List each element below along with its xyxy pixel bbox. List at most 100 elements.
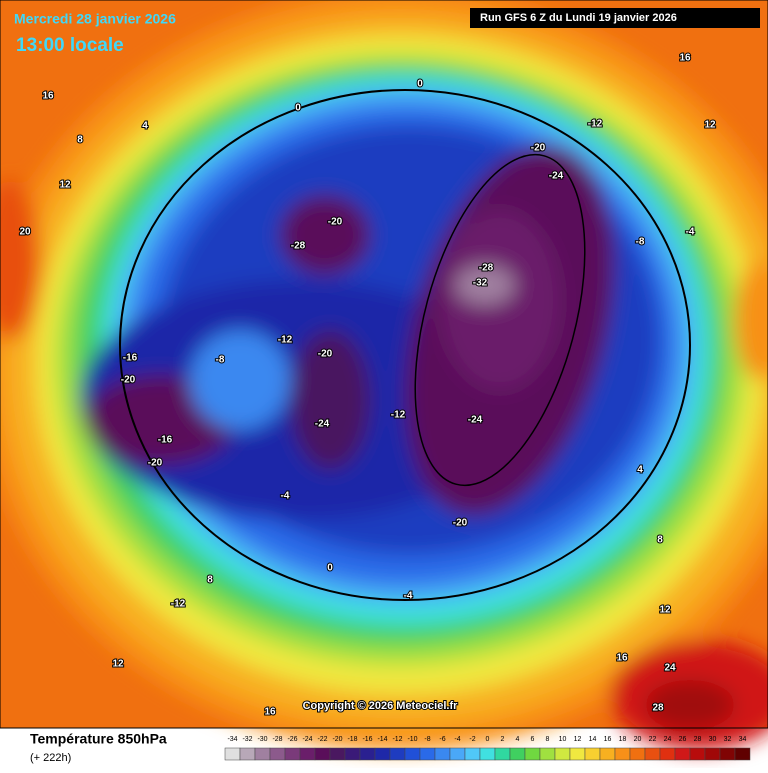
contour-label: -20 [148,458,163,469]
run-info: Run GFS 6 Z du Lundi 19 janvier 2026 [480,12,677,24]
legend-label: -26 [287,736,297,743]
contour-label: 12 [659,605,671,616]
contour-label: -12 [391,410,406,421]
contour-label: -20 [318,349,333,360]
legend-label: 20 [634,736,642,743]
contour-label: -16 [158,435,173,446]
contour-label: -12 [278,335,293,346]
temperature-field [0,0,768,750]
legend-label: -28 [272,736,282,743]
legend-label: 30 [709,736,717,743]
contour-label: -8 [636,237,645,248]
contour-label: 8 [77,135,83,146]
contour-label: 4 [637,465,643,476]
legend-swatch [479,747,496,761]
legend-label: 6 [531,736,535,743]
contour-label: 24 [664,663,676,674]
legend-swatch [644,747,661,761]
contour-label: 16 [42,91,54,102]
legend-swatch [344,747,361,761]
legend-label: -10 [407,736,417,743]
legend-swatch [359,747,376,761]
legend-label: -32 [242,736,252,743]
legend-swatch [269,747,286,761]
legend-swatch [374,747,391,761]
contour-label: 16 [264,707,276,718]
legend-label: -12 [392,736,402,743]
legend-label: -22 [317,736,327,743]
legend-swatch [449,747,466,761]
contour-label: -28 [291,241,306,252]
legend-label: 24 [664,736,672,743]
legend-swatch [689,747,706,761]
legend-label: 10 [559,736,567,743]
legend-label: 26 [679,736,687,743]
legend-label: 14 [589,736,597,743]
legend-title: Température 850hPa [30,731,167,747]
legend-label: -20 [332,736,342,743]
legend-swatch [524,747,541,761]
legend-swatch [389,747,406,761]
lead-time: (+ 222h) [30,752,71,764]
run-box [470,8,760,28]
legend-swatch [569,747,586,761]
contour-label: -24 [549,171,564,182]
contour-label: -20 [453,518,468,529]
contour-label: 8 [207,575,213,586]
contour-label: 0 [417,79,423,90]
contour-label: 0 [295,103,301,114]
legend-label: -2 [469,736,475,743]
contour-label: -4 [686,227,695,238]
legend-swatch [509,747,526,761]
legend-label: -18 [347,736,357,743]
legend-swatch [629,747,646,761]
contour-label: 12 [59,180,71,191]
legend-swatch [599,747,616,761]
legend-label: 2 [501,736,505,743]
contour-label: 20 [19,227,31,238]
legend-label: 18 [619,736,627,743]
contour-label: -28 [479,263,494,274]
contour-label: -20 [121,375,136,386]
contour-label: 12 [112,659,124,670]
contour-label: -4 [404,591,413,602]
contour-label: -12 [171,599,186,610]
contour-label: 28 [652,703,664,714]
legend-swatch [674,747,691,761]
legend-swatch [614,747,631,761]
legend-label: -30 [257,736,267,743]
legend-label: -34 [227,736,237,743]
date-title: Mercredi 28 janvier 2026 [14,11,176,27]
legend-swatch [584,747,601,761]
legend-swatch [494,747,511,761]
legend-label: -4 [454,736,460,743]
time-title: 13:00 locale [16,35,124,56]
contour-label: -32 [473,278,488,289]
legend-label: -16 [362,736,372,743]
legend-label: 12 [574,736,582,743]
legend-label: 4 [516,736,520,743]
legend-label: -8 [424,736,430,743]
contour-label: -24 [315,419,330,430]
contour-label: 4 [142,121,148,132]
legend-swatch [659,747,676,761]
contour-label: 16 [679,53,691,64]
contour-label: -24 [468,415,483,426]
legend-swatch [254,747,271,761]
contour-label: -16 [123,353,138,364]
legend-swatch [329,747,346,761]
legend-swatch [224,747,241,761]
legend-label: 32 [724,736,732,743]
legend-swatch [539,747,556,761]
legend-label: -14 [377,736,387,743]
legend-label: 34 [739,736,747,743]
legend-label: 0 [486,736,490,743]
legend-label: 16 [604,736,612,743]
copyright: Copyright © 2026 Meteociel.fr [303,700,459,712]
legend-swatch [554,747,571,761]
legend-swatch [434,747,451,761]
legend-swatch [734,747,751,761]
contour-label: 0 [327,563,333,574]
